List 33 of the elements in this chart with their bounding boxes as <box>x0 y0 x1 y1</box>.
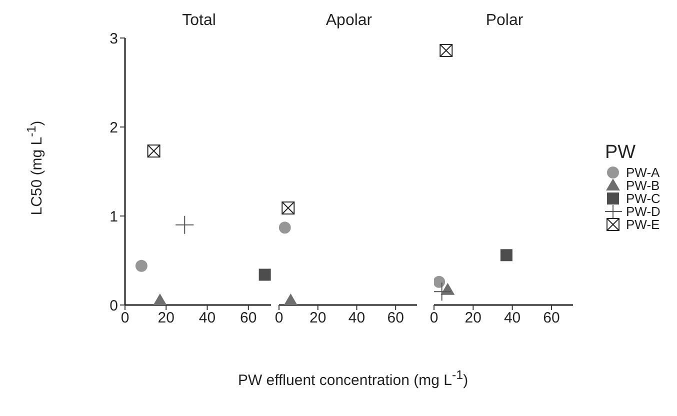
legend-label: PW-E <box>626 217 660 232</box>
point <box>135 260 148 272</box>
legend-label: PW-A <box>626 165 660 180</box>
legend-label: PW-C <box>626 191 660 206</box>
point <box>258 268 271 281</box>
x-tick-label: 20 <box>310 310 326 327</box>
x-tick-label: 0 <box>274 310 284 327</box>
x-axis-title: PW effluent concentration (mg L$^{-1}$) <box>236 368 470 389</box>
x-tick-label: 40 <box>348 310 366 327</box>
x-tick-label: 0 <box>430 310 438 327</box>
y-tick-label: 2 <box>110 119 118 136</box>
y-tick-label: 1 <box>110 208 118 226</box>
chart-title: Total <box>181 12 217 30</box>
x-tick-label: 0 <box>120 310 130 327</box>
x-tick-label: 60 <box>387 310 404 327</box>
x-tick-label: 20 <box>158 310 174 327</box>
y-tick-label: 0 <box>110 297 118 314</box>
point <box>175 215 194 234</box>
x-tick-label: 40 <box>198 310 216 327</box>
point <box>434 276 446 288</box>
chart-title: Polar <box>484 12 524 30</box>
x-tick-label: 60 <box>543 310 560 327</box>
legend-label: PW-D <box>626 204 660 219</box>
x-tick-label: 40 <box>504 310 521 327</box>
x-tick-label: 60 <box>240 310 257 327</box>
point <box>434 282 452 302</box>
chart-title: Apolar <box>324 12 374 30</box>
y-tick-label: 3 <box>110 30 118 48</box>
point <box>500 249 512 262</box>
point <box>152 294 167 305</box>
legend-label: PW-B <box>626 178 660 193</box>
x-tick-label: 20 <box>464 310 482 327</box>
legend-title: PW <box>605 142 637 164</box>
